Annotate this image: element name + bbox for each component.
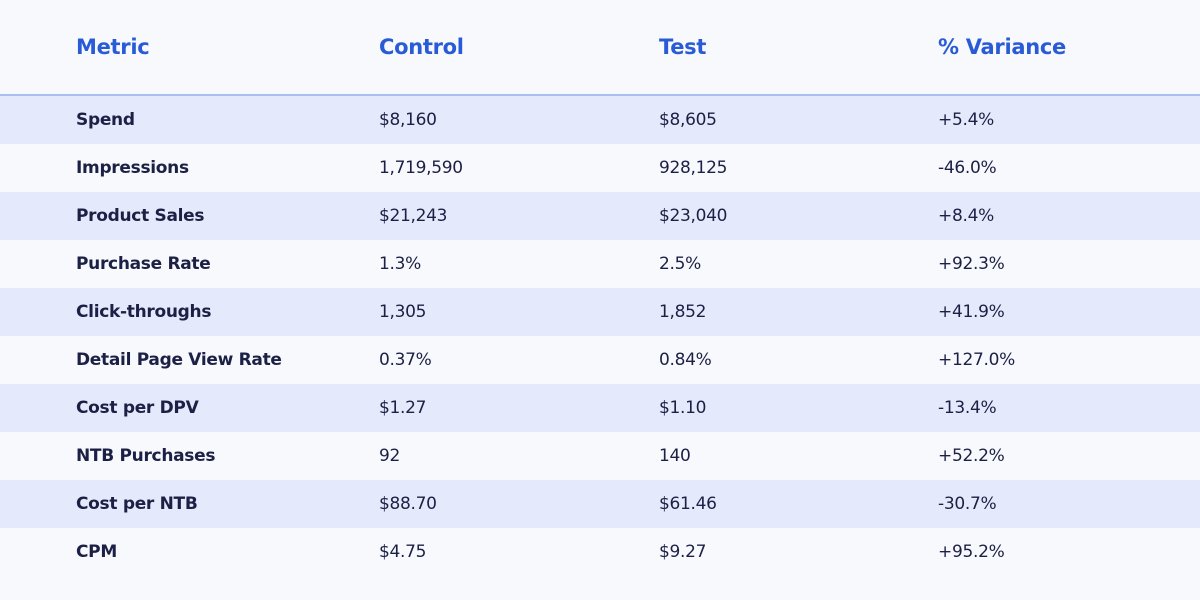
metric-cell: Click-throughs [76,302,212,322]
variance-cell: -13.4% [938,398,997,418]
metric-cell: Purchase Rate [76,254,211,274]
metric-cell: Cost per DPV [76,398,199,418]
metric-cell: NTB Purchases [76,446,216,466]
variance-cell: -30.7% [938,494,997,514]
test-cell: $9.27 [659,542,707,562]
test-cell: $8,605 [659,110,717,130]
table-row: Cost per NTB $88.70 $61.46 -30.7% [0,480,1200,528]
variance-cell: -46.0% [938,158,997,178]
metric-cell: Spend [76,110,135,130]
control-cell: $21,243 [379,206,448,226]
column-header-control: Control [379,35,464,59]
metric-cell: Detail Page View Rate [76,350,282,370]
control-cell: 92 [379,446,401,466]
metric-cell: CPM [76,542,117,562]
test-cell: $23,040 [659,206,728,226]
table-row: Spend $8,160 $8,605 +5.4% [0,96,1200,144]
control-cell: $1.27 [379,398,427,418]
table-row: NTB Purchases 92 140 +52.2% [0,432,1200,480]
table-header: Metric Control Test % Variance [0,0,1200,96]
control-cell: 1,719,590 [379,158,463,178]
variance-cell: +41.9% [938,302,1005,322]
table-row: Impressions 1,719,590 928,125 -46.0% [0,144,1200,192]
variance-cell: +5.4% [938,110,994,130]
table-row: Purchase Rate 1.3% 2.5% +92.3% [0,240,1200,288]
table-row: Product Sales $21,243 $23,040 +8.4% [0,192,1200,240]
metric-cell: Impressions [76,158,189,178]
variance-cell: +52.2% [938,446,1005,466]
variance-cell: +8.4% [938,206,994,226]
column-header-metric: Metric [76,35,150,59]
test-cell: 140 [659,446,691,466]
control-cell: $4.75 [379,542,427,562]
table-row: Detail Page View Rate 0.37% 0.84% +127.0… [0,336,1200,384]
test-cell: 1,852 [659,302,707,322]
control-cell: $88.70 [379,494,437,514]
table-body: Spend $8,160 $8,605 +5.4% Impressions 1,… [0,96,1200,576]
test-cell: 2.5% [659,254,701,274]
column-header-variance: % Variance [938,35,1066,59]
table-row: Click-throughs 1,305 1,852 +41.9% [0,288,1200,336]
column-header-test: Test [659,35,707,59]
test-cell: 928,125 [659,158,728,178]
metric-cell: Product Sales [76,206,205,226]
test-cell: $1.10 [659,398,707,418]
control-cell: 1.3% [379,254,421,274]
variance-cell: +127.0% [938,350,1015,370]
control-cell: 1,305 [379,302,427,322]
test-cell: $61.46 [659,494,717,514]
control-cell: $8,160 [379,110,437,130]
variance-cell: +92.3% [938,254,1005,274]
table-row: Cost per DPV $1.27 $1.10 -13.4% [0,384,1200,432]
metric-cell: Cost per NTB [76,494,198,514]
variance-cell: +95.2% [938,542,1005,562]
test-cell: 0.84% [659,350,712,370]
table-row: CPM $4.75 $9.27 +95.2% [0,528,1200,576]
control-cell: 0.37% [379,350,432,370]
